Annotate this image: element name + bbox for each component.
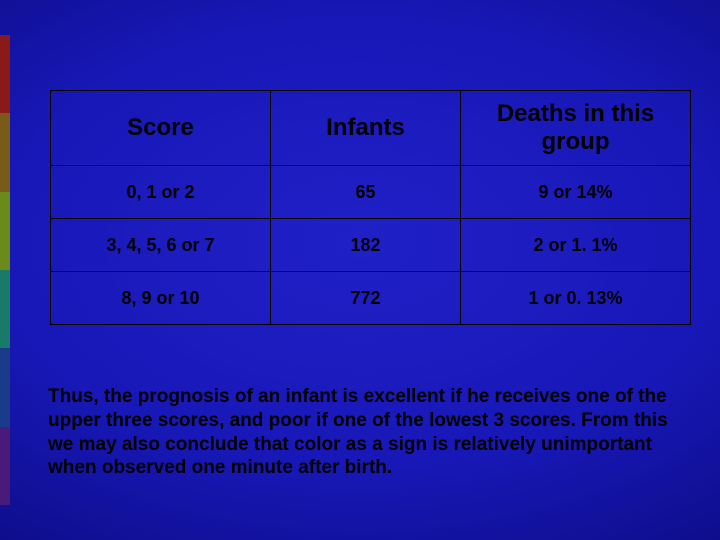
table-row: 3, 4, 5, 6 or 7 182 2 or 1. 1% bbox=[51, 219, 691, 272]
cell-deaths: 2 or 1. 1% bbox=[461, 219, 691, 272]
table-row: 8, 9 or 10 772 1 or 0. 13% bbox=[51, 272, 691, 325]
cell-infants: 182 bbox=[271, 219, 461, 272]
cell-deaths: 1 or 0. 13% bbox=[461, 272, 691, 325]
table-row: 0, 1 or 2 65 9 or 14% bbox=[51, 166, 691, 219]
cell-score: 3, 4, 5, 6 or 7 bbox=[51, 219, 271, 272]
cell-infants: 65 bbox=[271, 166, 461, 219]
slide-content: Score Infants Deaths in this group 0, 1 … bbox=[0, 0, 720, 540]
cell-infants: 772 bbox=[271, 272, 461, 325]
conclusion-paragraph: Thus, the prognosis of an infant is exce… bbox=[48, 385, 672, 480]
table-header-row: Score Infants Deaths in this group bbox=[51, 91, 691, 166]
col-header-score: Score bbox=[51, 91, 271, 166]
cell-score: 0, 1 or 2 bbox=[51, 166, 271, 219]
col-header-deaths: Deaths in this group bbox=[461, 91, 691, 166]
col-header-infants: Infants bbox=[271, 91, 461, 166]
score-table: Score Infants Deaths in this group 0, 1 … bbox=[50, 90, 691, 325]
cell-score: 8, 9 or 10 bbox=[51, 272, 271, 325]
cell-deaths: 9 or 14% bbox=[461, 166, 691, 219]
